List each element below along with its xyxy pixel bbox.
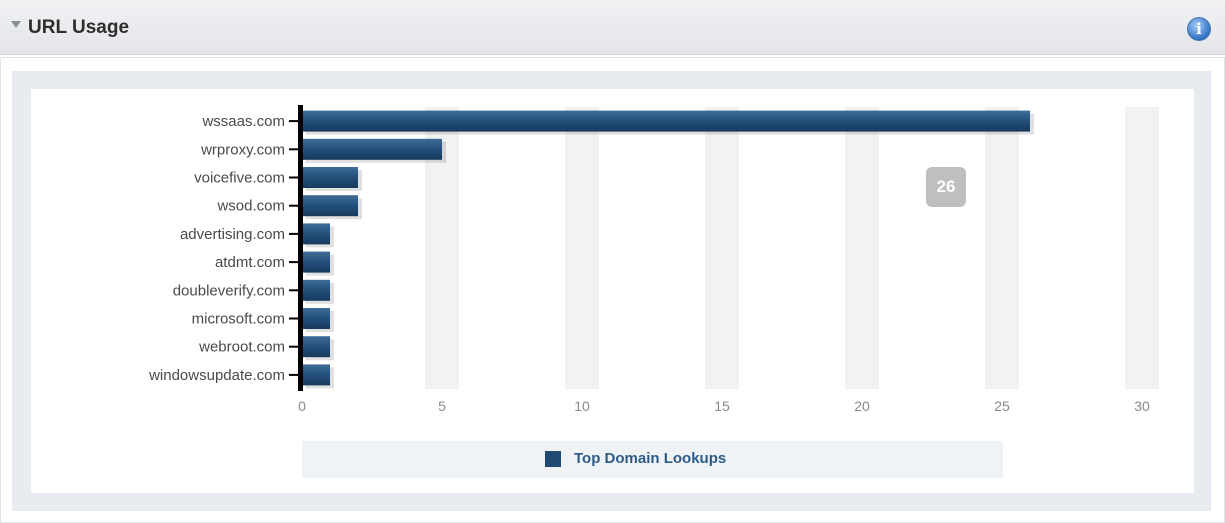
grid-band — [1125, 107, 1159, 389]
x-tick-label: 25 — [994, 398, 1010, 414]
x-tick-label: 5 — [438, 398, 446, 414]
category-label: microsoft.com — [192, 311, 285, 328]
bar[interactable] — [302, 279, 330, 301]
x-tick-label: 10 — [574, 398, 590, 414]
category-label: atdmt.com — [215, 254, 285, 271]
x-tick-label: 15 — [714, 398, 730, 414]
x-tick-label: 20 — [854, 398, 870, 414]
category-label: advertising.com — [180, 226, 285, 243]
panel-title: URL Usage — [28, 17, 130, 38]
panel-header: URL Usage i — [0, 0, 1225, 55]
legend-swatch[interactable] — [545, 451, 561, 467]
grid-band — [845, 107, 879, 389]
category-label: wrproxy.com — [200, 141, 285, 158]
bar[interactable] — [302, 110, 1030, 132]
info-icon[interactable]: i — [1187, 17, 1211, 41]
category-label: wssaas.com — [201, 113, 285, 130]
bar[interactable] — [302, 167, 358, 188]
legend — [302, 441, 1003, 478]
bar[interactable] — [302, 364, 330, 386]
grid-band — [705, 107, 739, 389]
x-tick-label: 30 — [1134, 398, 1150, 414]
grid-band — [985, 107, 1019, 389]
value-tooltip: 26 — [926, 167, 966, 207]
bar[interactable] — [302, 195, 358, 217]
category-label: doubleverify.com — [173, 282, 285, 299]
bar[interactable] — [302, 223, 330, 245]
bar[interactable] — [302, 308, 330, 329]
bar[interactable] — [302, 336, 330, 358]
collapse-arrow-icon[interactable] — [11, 21, 21, 28]
legend-label[interactable]: Top Domain Lookups — [574, 450, 727, 467]
bar[interactable] — [302, 251, 330, 273]
y-axis-line — [298, 105, 303, 391]
category-label: wsod.com — [216, 198, 285, 215]
category-label: windowsupdate.com — [148, 367, 285, 384]
grid-band — [565, 107, 599, 389]
category-label: webroot.com — [198, 339, 285, 356]
category-label: voicefive.com — [194, 170, 285, 187]
x-tick-label: 0 — [298, 398, 306, 414]
bar[interactable] — [302, 138, 442, 160]
